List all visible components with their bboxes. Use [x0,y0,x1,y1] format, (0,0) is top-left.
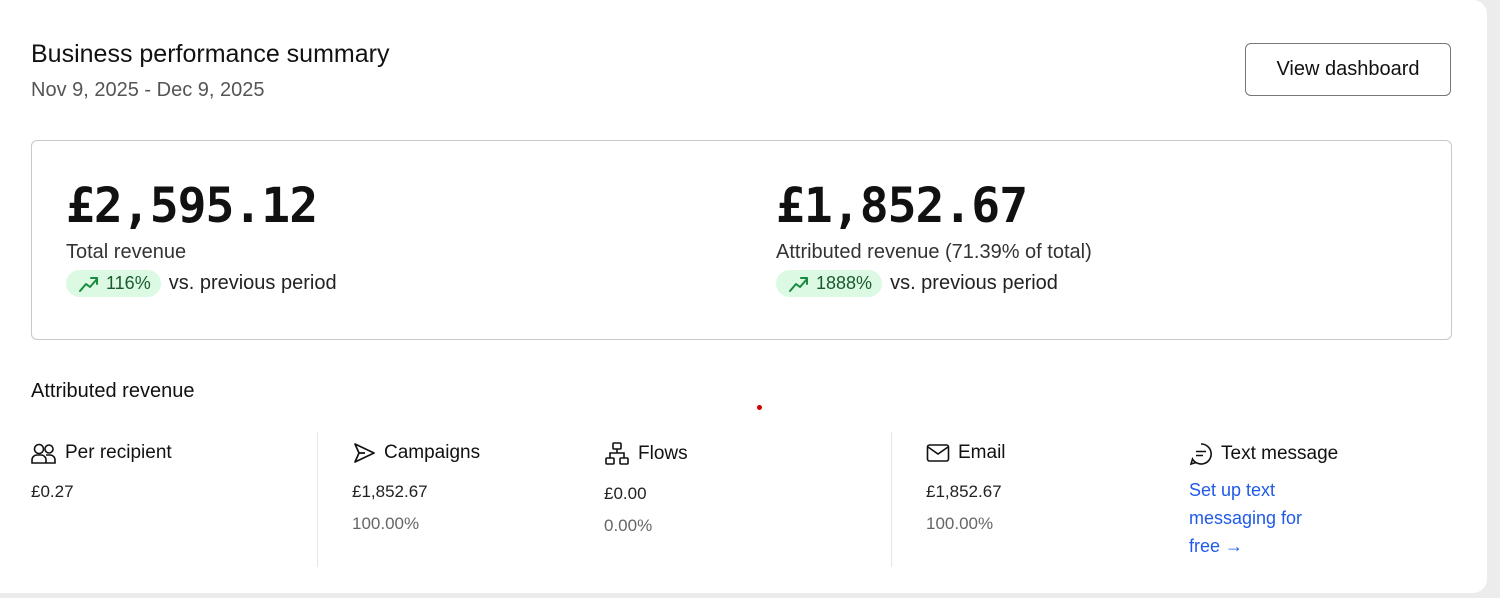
trending-up-icon [79,276,98,292]
view-dashboard-button[interactable]: View dashboard [1245,43,1451,96]
metric-label: Text message [1221,443,1339,464]
flows-metric: Flows £0.00 0.00% [604,442,688,536]
date-range: Nov 9, 2025 - Dec 9, 2025 [31,79,265,101]
divider [891,432,892,567]
total-revenue-stat: £2,595.12 Total revenue 116% vs. previou… [66,177,337,297]
metric-label: Campaigns [384,442,481,463]
revenue-stats-box: £2,595.12 Total revenue 116% vs. previou… [31,140,1452,340]
attributed-revenue-label: Attributed revenue (71.39% of total) [776,241,1092,263]
change-badge: 116% [66,270,161,297]
mail-icon [926,444,950,462]
page-title: Business performance summary [31,40,390,68]
attributed-revenue-heading: Attributed revenue [31,380,195,402]
metric-value: £1,852.67 [926,482,1002,501]
metric-label: Flows [638,443,688,464]
attributed-revenue-value: £1,852.67 [776,178,1028,234]
send-icon [354,443,375,463]
metric-label: Per recipient [65,442,172,463]
metric-value: £0.27 [31,482,74,501]
metric-percent: 100.00% [926,514,994,533]
metric-percent: 0.00% [604,516,653,535]
change-value: 116% [106,273,151,293]
metric-value: £1,852.67 [352,482,428,501]
email-metric: Email £1,852.67 100.00% [926,442,1006,534]
comparison-label: vs. previous period [168,272,337,294]
total-revenue-value: £2,595.12 [66,178,318,234]
red-dot-marker [757,405,762,410]
divider [317,432,318,567]
metric-label: Email [958,442,1006,463]
change-value: 1888% [816,273,873,293]
chat-icon [1189,443,1212,466]
text-message-metric: Text message Set up text messaging for f… [1189,442,1338,560]
metric-value: £0.00 [604,484,647,503]
people-icon [31,443,56,464]
change-badge: 1888% [776,270,883,297]
trending-up-icon [789,276,808,292]
flow-icon [605,442,629,465]
campaigns-metric: Campaigns £1,852.67 100.00% [352,442,480,534]
metric-percent: 100.00% [352,514,420,533]
setup-text-messaging-link[interactable]: Set up text messaging for free → [1189,480,1303,556]
total-revenue-label: Total revenue [66,241,187,263]
attributed-revenue-stat: £1,852.67 Attributed revenue (71.39% of … [776,177,1092,297]
per-recipient-metric: Per recipient £0.27 [31,442,172,502]
comparison-label: vs. previous period [890,272,1058,294]
